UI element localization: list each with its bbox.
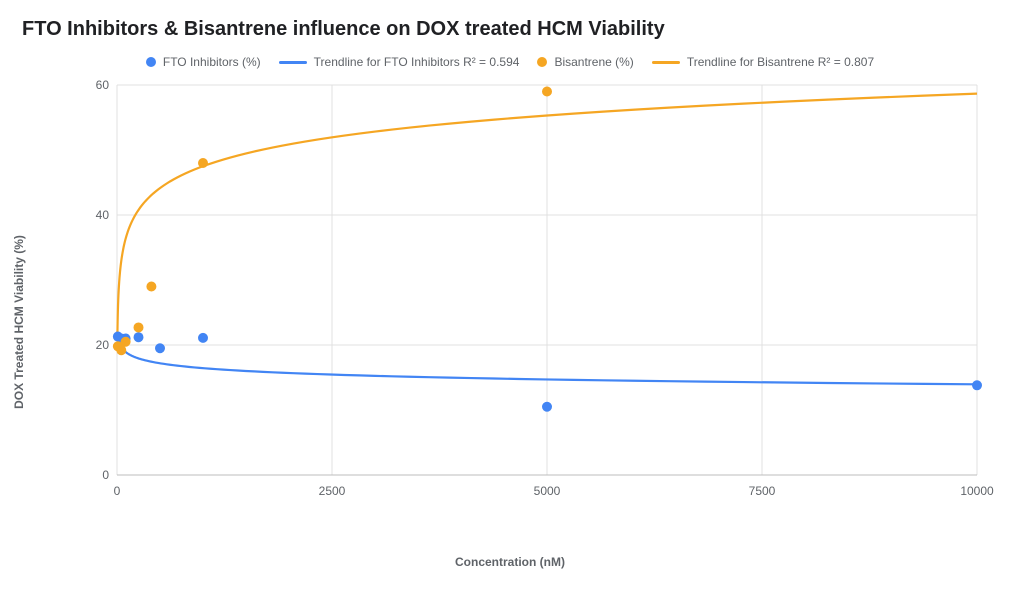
legend-item-bis-trend: Trendline for Bisantrene R² = 0.807 [652,55,874,69]
x-tick-label: 10000 [960,484,994,498]
legend-line-icon [652,61,680,64]
data-point [121,337,131,347]
data-point [155,343,165,353]
x-tick-label: 0 [114,484,121,498]
legend-label: Trendline for Bisantrene R² = 0.807 [687,55,874,69]
data-point [146,282,156,292]
chart-title: FTO Inhibitors & Bisantrene influence on… [22,18,1000,41]
y-tick-label: 0 [102,468,109,482]
data-point [134,332,144,342]
legend-label: Bisantrene (%) [554,55,633,69]
plot-area: 0250050007500100000204060 [87,81,985,511]
x-tick-label: 5000 [534,484,561,498]
legend-label: Trendline for FTO Inhibitors R² = 0.594 [314,55,520,69]
chart-legend: FTO Inhibitors (%) Trendline for FTO Inh… [20,55,1000,69]
data-point [542,402,552,412]
data-point [972,380,982,390]
legend-item-fto-trend: Trendline for FTO Inhibitors R² = 0.594 [279,55,520,69]
x-axis-label: Concentration (nM) [455,555,565,569]
y-axis-label: DOX Treated HCM Viability (%) [12,235,26,409]
data-point [116,345,126,355]
legend-item-fto-points: FTO Inhibitors (%) [146,55,261,69]
y-tick-label: 20 [96,338,110,352]
data-point [198,158,208,168]
plot-wrap: DOX Treated HCM Viability (%) 0250050007… [25,77,995,567]
data-point [542,87,552,97]
x-tick-label: 2500 [319,484,346,498]
legend-line-icon [279,61,307,64]
x-tick-label: 7500 [749,484,776,498]
chart-container: FTO Inhibitors & Bisantrene influence on… [0,0,1020,605]
plot-svg: 0250050007500100000204060 [87,81,985,511]
legend-dot-icon [537,57,547,67]
y-tick-label: 60 [96,78,110,92]
data-point [134,322,144,332]
legend-label: FTO Inhibitors (%) [163,55,261,69]
y-tick-label: 40 [96,208,110,222]
data-point [198,333,208,343]
legend-item-bis-points: Bisantrene (%) [537,55,633,69]
legend-dot-icon [146,57,156,67]
